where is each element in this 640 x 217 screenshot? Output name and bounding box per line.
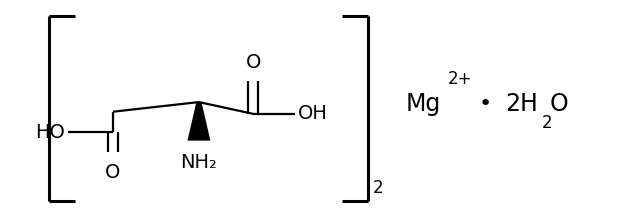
Text: NH₂: NH₂ (180, 153, 218, 173)
Text: 2: 2 (541, 115, 552, 133)
Text: O: O (550, 92, 569, 116)
Text: •: • (479, 94, 492, 114)
Text: 2H: 2H (505, 92, 538, 116)
Polygon shape (188, 102, 211, 141)
Text: Mg: Mg (406, 92, 441, 116)
Text: 2+: 2+ (447, 69, 472, 87)
Text: O: O (105, 163, 120, 182)
Text: OH: OH (298, 104, 328, 123)
Text: O: O (245, 53, 260, 72)
Text: 2: 2 (372, 179, 383, 197)
Text: HO: HO (35, 123, 65, 141)
